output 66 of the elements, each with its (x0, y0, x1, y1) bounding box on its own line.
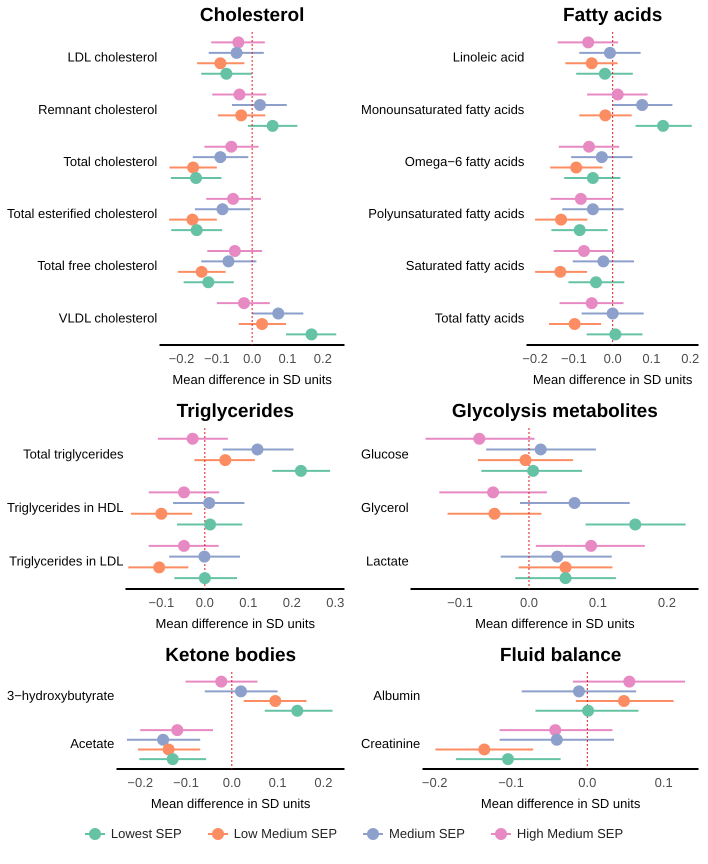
x-tick-label: 0.1 (239, 595, 258, 610)
y-tick-label: Creatinine (360, 736, 420, 752)
y-tick-label: Total cholesterol (63, 154, 158, 169)
y-tick-label: 3−hydroxybutyrate (6, 688, 114, 703)
x-tick-label: 0.1 (268, 775, 287, 790)
y-tick-label: Acetate (70, 736, 114, 752)
x-tick-label: 0.2 (314, 775, 332, 790)
x-tick-label: 0.0 (604, 351, 622, 366)
y-tick-label: Remnant cholesterol (38, 102, 158, 117)
y-tick-label: Total esterified cholesterol (6, 206, 158, 222)
x-tick-label: 0.0 (578, 775, 596, 790)
chart-title: Fatty acids (563, 5, 662, 26)
legend-label: Medium SEP (389, 826, 465, 841)
y-tick-label: Linoleic acid (452, 50, 524, 65)
x-tick-label: 0.0 (520, 595, 538, 610)
y-tick-label: Triglycerides in HDL (6, 500, 124, 515)
chart-title: Triglycerides (176, 401, 294, 422)
x-axis-title: Mean difference in SD units (172, 372, 332, 387)
y-tick-label: Total fatty acids (434, 310, 525, 326)
legend-label: High Medium SEP (516, 826, 624, 841)
legend-label: Lowest SEP (110, 826, 182, 841)
y-tick-label: LDL cholesterol (67, 50, 158, 65)
x-tick-label: 0.1 (588, 595, 608, 610)
x-tick-label: 0.3 (326, 595, 344, 610)
x-tick-label: 0.2 (282, 595, 301, 610)
x-tick-label: 0.1 (278, 351, 297, 366)
x-tick-label: −0.2 (127, 775, 154, 790)
x-tick-label: −0.1 (148, 595, 174, 610)
y-tick-label: Polyunsaturated fatty acids (368, 206, 525, 222)
x-tick-label: 0.1 (654, 775, 673, 790)
y-tick-label: VLDL cholesterol (58, 310, 158, 326)
x-axis-title: Mean difference in SD units (475, 616, 636, 631)
chart-title: Fluid balance (500, 645, 622, 666)
y-tick-label: Lactate (366, 554, 409, 569)
x-tick-label: −0.1 (173, 775, 199, 790)
x-tick-label: 0.2 (681, 351, 700, 366)
x-tick-label: −0.1 (204, 351, 230, 366)
chart-title: Glycolysis metabolites (452, 401, 658, 422)
chart-title: Cholesterol (200, 5, 304, 26)
x-axis-title: Mean difference in SD units (480, 796, 641, 811)
y-tick-label: Total triglycerides (23, 446, 124, 462)
x-tick-label: −0.1 (561, 351, 587, 366)
y-tick-label: Total free cholesterol (37, 258, 158, 274)
y-tick-label: Omega−6 fatty acids (404, 154, 525, 169)
y-tick-label: Glucose (360, 446, 409, 462)
chart-title: Ketone bodies (165, 645, 296, 666)
y-tick-label: Monounsaturated fatty acids (360, 102, 525, 117)
x-tick-label: −0.2 (168, 351, 194, 366)
x-tick-label: 0.0 (222, 775, 241, 790)
x-tick-label: 0.0 (196, 595, 214, 610)
x-tick-label: 0.1 (642, 351, 660, 366)
x-tick-label: 0.0 (243, 351, 262, 366)
x-axis-title: Mean difference in SD units (156, 616, 316, 631)
x-tick-label: −0.1 (447, 595, 473, 610)
x-tick-label: 0.2 (314, 351, 332, 366)
legend-label: Low Medium SEP (234, 826, 338, 841)
y-tick-label: Triglycerides in LDL (9, 554, 124, 569)
y-tick-label: Saturated fatty acids (406, 258, 525, 274)
x-tick-label: 0.2 (658, 595, 676, 610)
x-tick-label: −0.2 (522, 351, 548, 366)
x-axis-title: Mean difference in SD units (150, 796, 311, 811)
x-axis-title: Mean difference in SD units (532, 372, 693, 387)
x-tick-label: −0.2 (422, 775, 448, 790)
y-tick-label: Glycerol (361, 500, 409, 515)
x-tick-label: −0.1 (498, 775, 524, 790)
y-tick-label: Albumin (373, 688, 420, 703)
